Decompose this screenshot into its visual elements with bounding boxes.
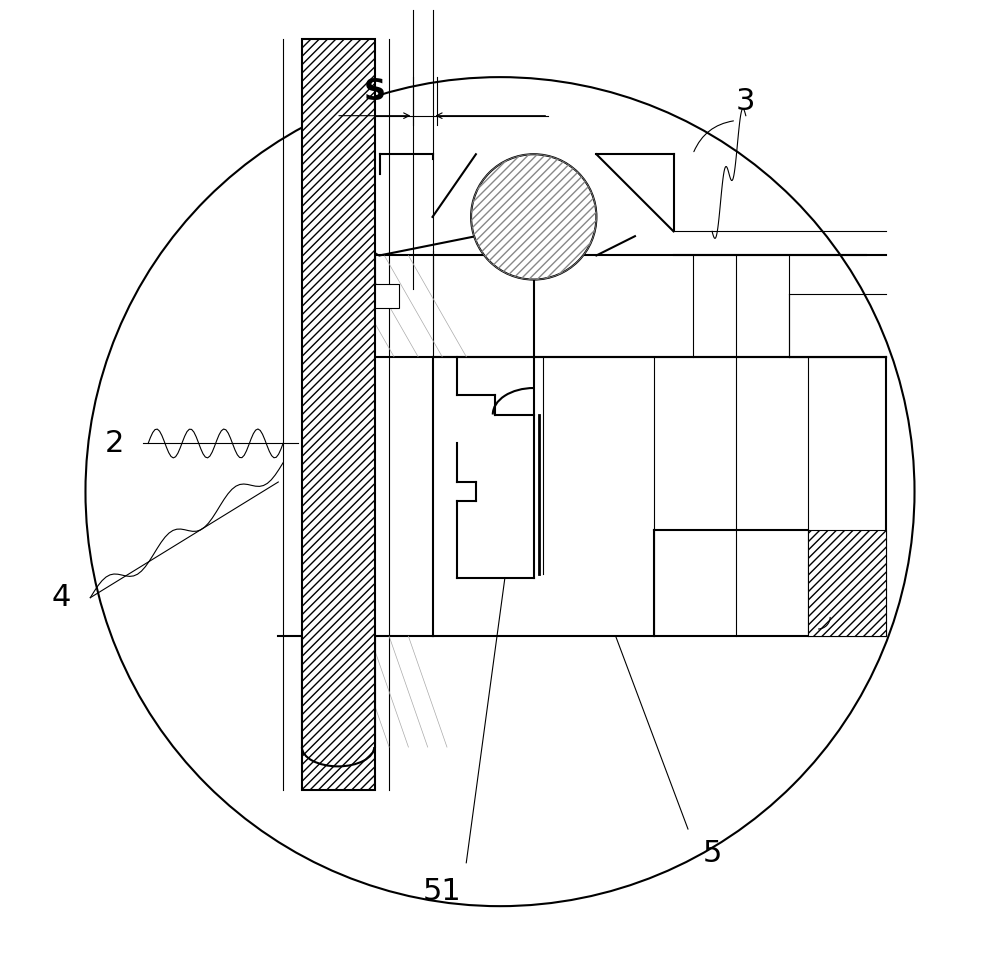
Polygon shape <box>808 530 886 636</box>
Circle shape <box>471 154 596 280</box>
Text: 3: 3 <box>736 87 756 116</box>
Text: 4: 4 <box>52 583 71 612</box>
Text: 2: 2 <box>105 429 124 458</box>
Bar <box>302 39 375 790</box>
Text: 5: 5 <box>702 839 722 868</box>
Bar <box>375 284 399 308</box>
Text: S: S <box>364 77 386 106</box>
Text: 51: 51 <box>423 877 462 906</box>
